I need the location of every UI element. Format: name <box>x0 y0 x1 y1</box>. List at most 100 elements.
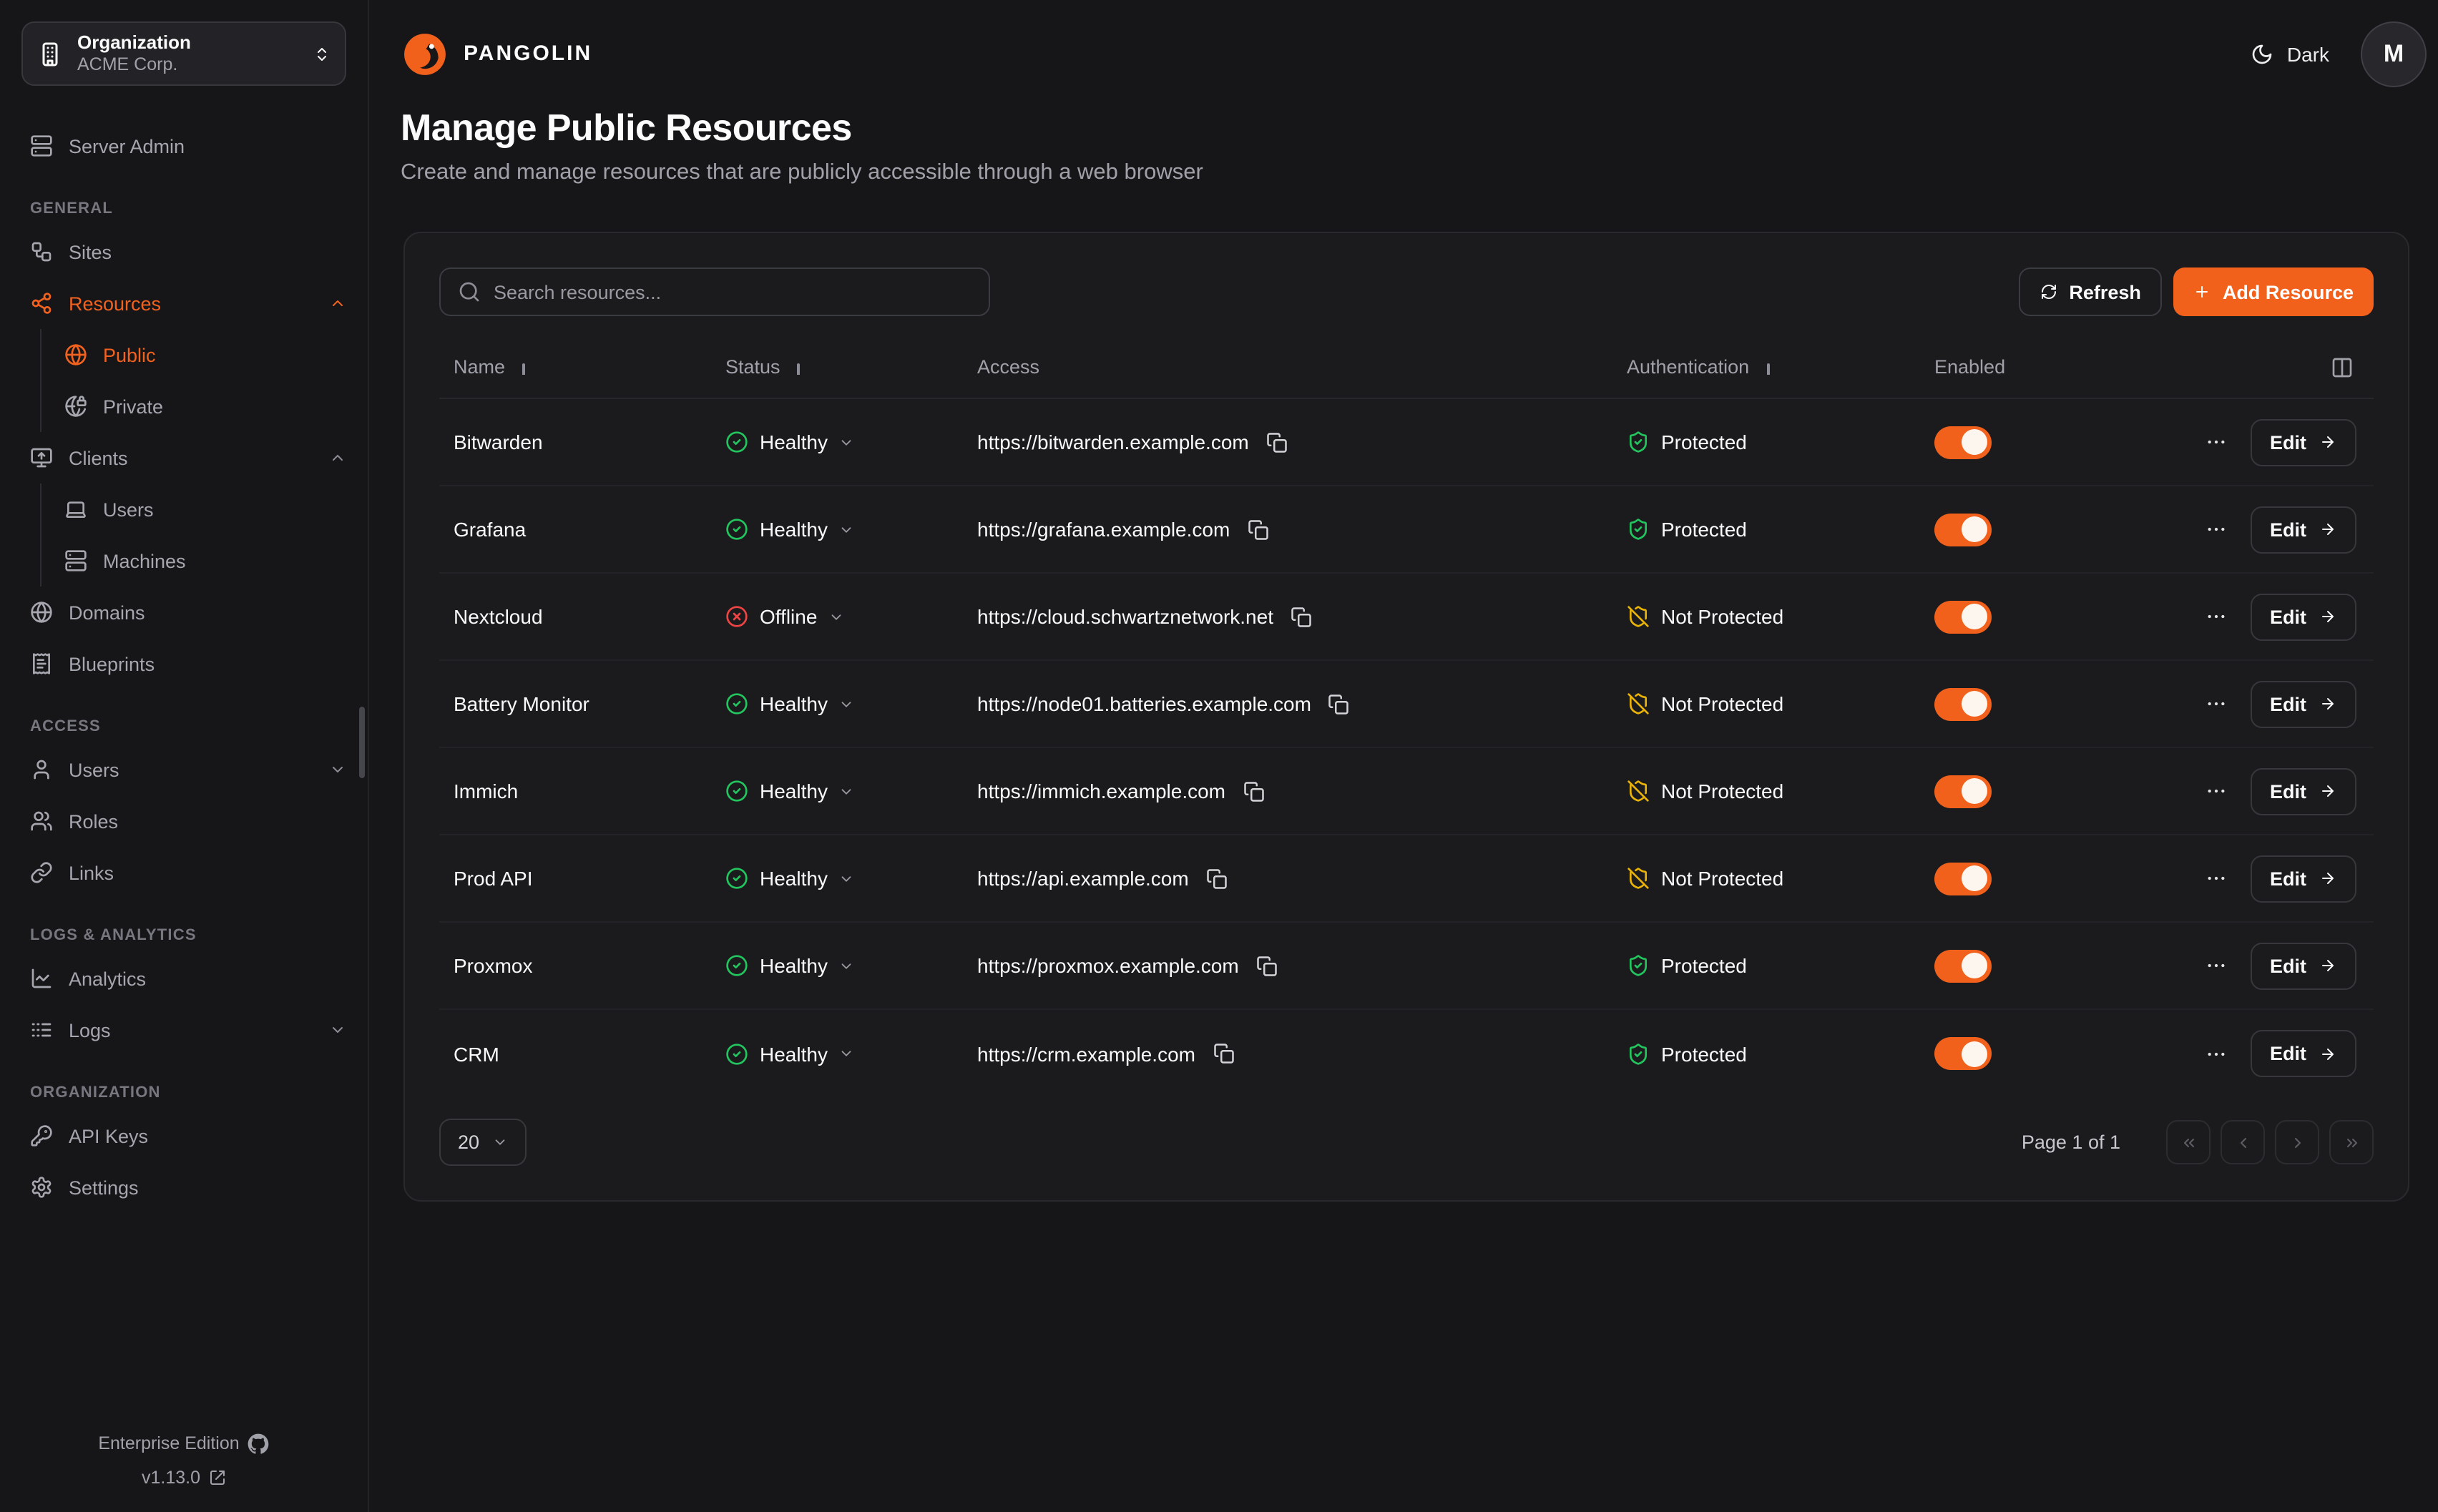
external-link-icon[interactable] <box>209 1469 226 1486</box>
status-dropdown[interactable]: Healthy <box>725 692 855 715</box>
resource-url[interactable]: https://crm.example.com <box>977 1042 1195 1065</box>
edit-button[interactable]: Edit <box>2250 767 2356 815</box>
sidebar-item-clients[interactable]: Clients <box>30 432 346 483</box>
chevron-up-icon[interactable] <box>329 295 346 312</box>
edit-button[interactable]: Edit <box>2250 418 2356 466</box>
org-switcher[interactable]: Organization ACME Corp. <box>21 21 346 86</box>
copy-url-button[interactable] <box>1266 431 1288 453</box>
sidebar-item-settings[interactable]: Settings <box>30 1162 346 1213</box>
globe-lock-icon <box>64 395 87 418</box>
copy-url-button[interactable] <box>1206 868 1228 889</box>
sidebar-item-api-keys[interactable]: API Keys <box>30 1110 346 1162</box>
enabled-toggle[interactable] <box>1934 862 1992 895</box>
copy-url-button[interactable] <box>1328 693 1350 715</box>
status-dropdown[interactable]: Healthy <box>725 1042 855 1065</box>
sidebar-item-users[interactable]: Users <box>30 744 346 795</box>
status-dropdown[interactable]: Offline <box>725 605 844 628</box>
add-resource-button[interactable]: Add Resource <box>2173 267 2374 316</box>
arrow-right-icon <box>2319 521 2336 538</box>
enabled-toggle[interactable] <box>1934 775 1992 807</box>
sort-icon[interactable] <box>1758 359 1773 375</box>
status-dropdown[interactable]: Healthy <box>725 518 855 541</box>
resource-url[interactable]: https://node01.batteries.example.com <box>977 692 1311 715</box>
add-resource-label: Add Resource <box>2222 281 2354 303</box>
resource-url[interactable]: https://proxmox.example.com <box>977 954 1239 977</box>
auth-label: Protected <box>1661 1042 1747 1065</box>
last-page-button[interactable] <box>2329 1120 2374 1164</box>
sidebar-item-sites[interactable]: Sites <box>30 226 346 278</box>
row-actions-menu-button[interactable] <box>2204 1042 2227 1065</box>
resource-url[interactable]: https://immich.example.com <box>977 780 1225 802</box>
sidebar-item-public[interactable]: Public <box>64 329 346 381</box>
copy-url-button[interactable] <box>1291 606 1312 627</box>
github-icon[interactable] <box>248 1433 270 1454</box>
brand[interactable]: PANGOLIN <box>401 29 592 78</box>
sidebar-item-private[interactable]: Private <box>64 381 346 432</box>
edit-button[interactable]: Edit <box>2250 593 2356 640</box>
enabled-toggle[interactable] <box>1934 600 1992 633</box>
table-row: Proxmox Healthy https://proxmox.example.… <box>439 923 2374 1010</box>
chevron-down-icon[interactable] <box>329 1021 346 1039</box>
avatar[interactable]: M <box>2361 21 2427 87</box>
resource-url[interactable]: https://api.example.com <box>977 867 1189 890</box>
brand-name: PANGOLIN <box>464 41 593 66</box>
sidebar-item-blueprints[interactable]: Blueprints <box>30 638 346 689</box>
row-actions-menu-button[interactable] <box>2204 692 2227 715</box>
status-dropdown[interactable]: Healthy <box>725 780 855 802</box>
edit-button[interactable]: Edit <box>2250 506 2356 553</box>
sort-icon[interactable] <box>789 359 805 375</box>
chevron-down-icon[interactable] <box>329 761 346 778</box>
copy-url-button[interactable] <box>1213 1043 1234 1064</box>
copy-url-button[interactable] <box>1256 955 1278 976</box>
enabled-toggle[interactable] <box>1934 513 1992 546</box>
enabled-toggle[interactable] <box>1934 1037 1992 1070</box>
row-actions-menu-button[interactable] <box>2204 431 2227 453</box>
sidebar-item-client-users[interactable]: Users <box>64 483 346 535</box>
row-actions-menu-button[interactable] <box>2204 518 2227 541</box>
resource-url[interactable]: https://cloud.schwartznetwork.net <box>977 605 1273 628</box>
sidebar-item-server-admin[interactable]: Server Admin <box>30 120 346 172</box>
edit-button[interactable]: Edit <box>2250 680 2356 727</box>
status-dropdown[interactable]: Healthy <box>725 431 855 453</box>
edit-button[interactable]: Edit <box>2250 1030 2356 1077</box>
enabled-toggle[interactable] <box>1934 426 1992 458</box>
theme-toggle-button[interactable]: Dark <box>2251 42 2329 65</box>
row-actions-menu-button[interactable] <box>2204 867 2227 890</box>
sidebar-item-resources[interactable]: Resources <box>30 278 346 329</box>
resource-url[interactable]: https://grafana.example.com <box>977 518 1230 541</box>
status-dropdown[interactable]: Healthy <box>725 867 855 890</box>
sidebar-scrollbar-thumb[interactable] <box>359 707 365 778</box>
prev-page-button[interactable] <box>2221 1120 2265 1164</box>
resource-url[interactable]: https://bitwarden.example.com <box>977 431 1249 453</box>
column-visibility-button[interactable] <box>2331 355 2354 378</box>
status-healthy-icon <box>725 954 748 977</box>
row-actions-menu-button[interactable] <box>2204 780 2227 802</box>
resource-name: Immich <box>454 780 519 802</box>
sidebar-item-machines[interactable]: Machines <box>64 535 346 586</box>
resource-name: Prod API <box>454 867 533 890</box>
auth-label: Not Protected <box>1661 605 1784 628</box>
edit-button[interactable]: Edit <box>2250 942 2356 989</box>
copy-url-button[interactable] <box>1247 519 1268 540</box>
sidebar-item-domains[interactable]: Domains <box>30 586 346 638</box>
sort-icon[interactable] <box>514 359 529 375</box>
refresh-button[interactable]: Refresh <box>2019 267 2163 316</box>
sidebar-item-roles[interactable]: Roles <box>30 795 346 847</box>
enabled-toggle[interactable] <box>1934 687 1992 720</box>
next-page-button[interactable] <box>2275 1120 2319 1164</box>
sidebar-item-logs[interactable]: Logs <box>30 1004 346 1056</box>
sidebar-item-analytics[interactable]: Analytics <box>30 953 346 1004</box>
first-page-button[interactable] <box>2166 1120 2211 1164</box>
status-dropdown[interactable]: Healthy <box>725 954 855 977</box>
copy-url-button[interactable] <box>1243 780 1264 802</box>
auth-label: Not Protected <box>1661 692 1784 715</box>
sidebar-item-links[interactable]: Links <box>30 847 346 898</box>
enabled-toggle[interactable] <box>1934 949 1992 982</box>
row-actions-menu-button[interactable] <box>2204 954 2227 977</box>
edit-button[interactable]: Edit <box>2250 855 2356 902</box>
sidebar-footer: Enterprise Edition v1.13.0 <box>0 1426 368 1495</box>
chevron-up-icon[interactable] <box>329 449 346 466</box>
row-actions-menu-button[interactable] <box>2204 605 2227 628</box>
search-input[interactable] <box>494 281 971 303</box>
page-size-select[interactable]: 20 <box>439 1119 527 1166</box>
